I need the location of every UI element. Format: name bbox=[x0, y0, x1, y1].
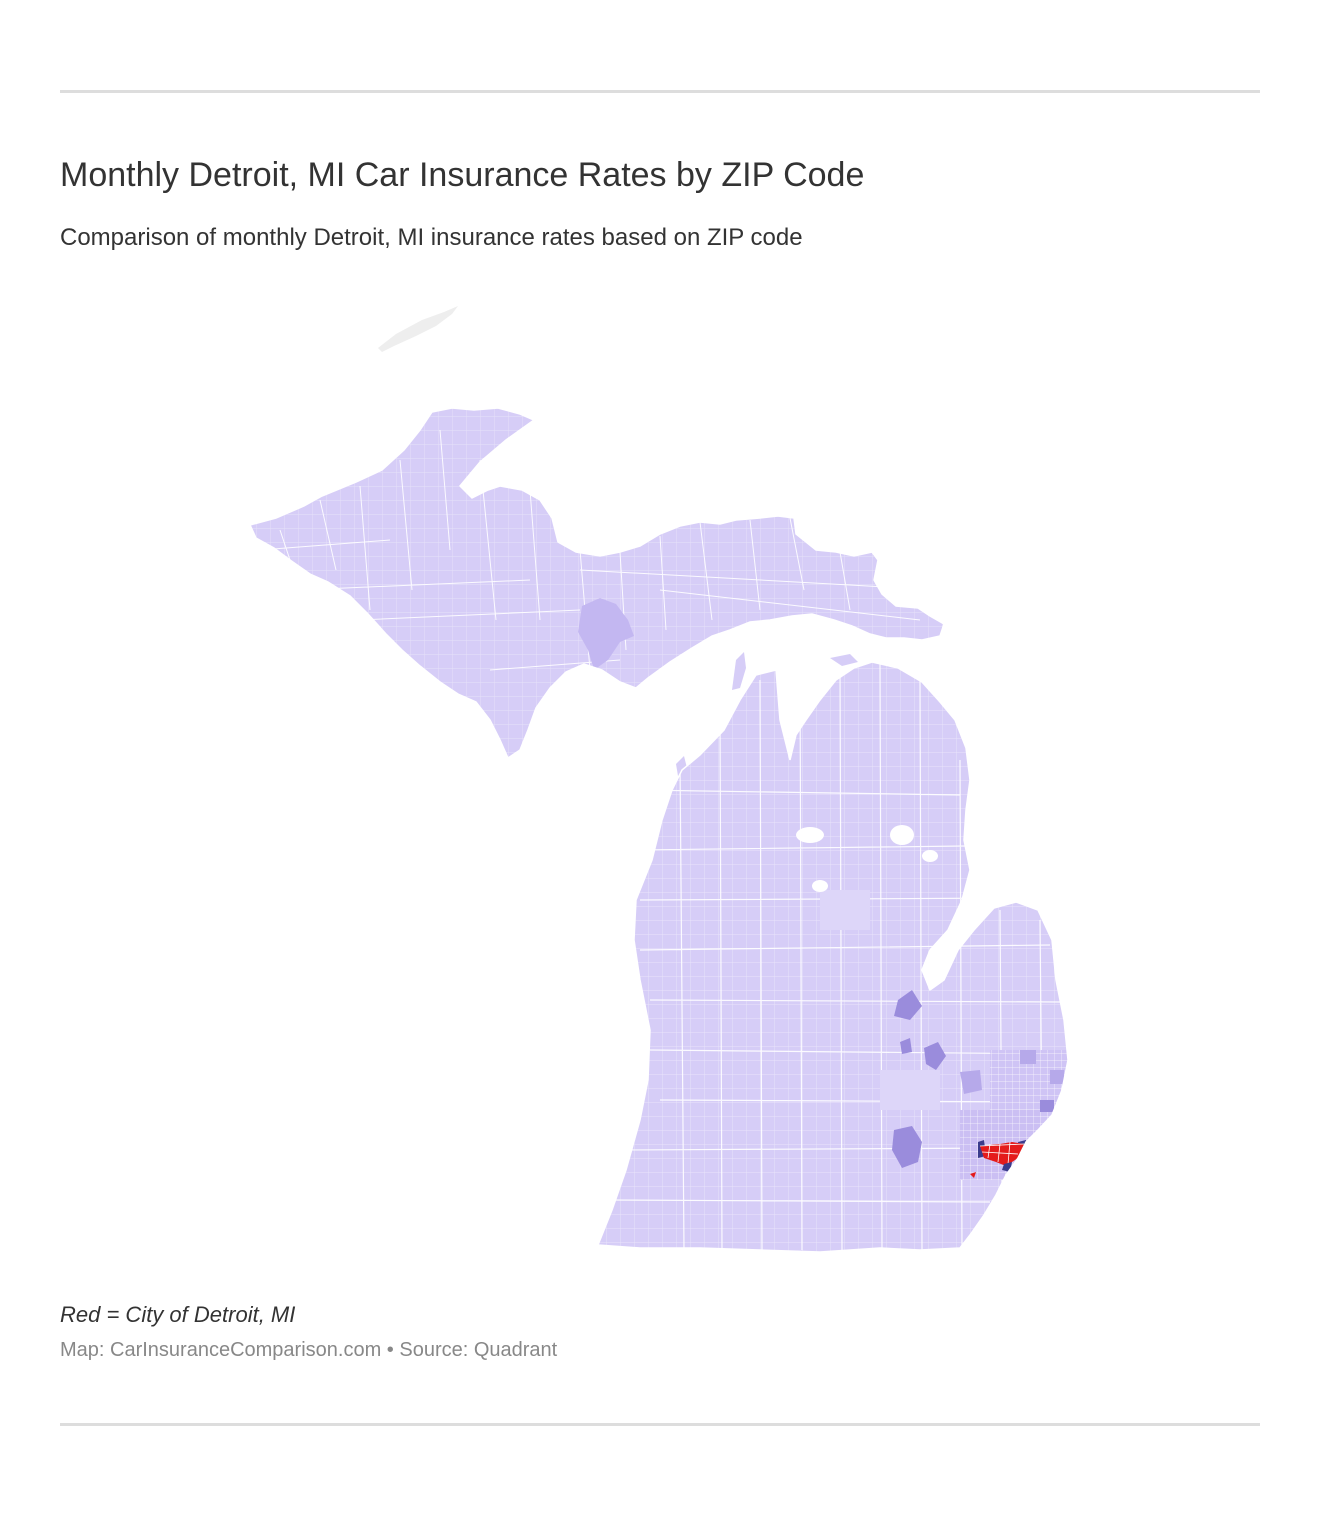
michigan-zip-map bbox=[60, 290, 1260, 1280]
map-legend-note: Red = City of Detroit, MI bbox=[60, 1302, 296, 1327]
map-svg bbox=[248, 306, 1069, 1253]
bois-blanc-island bbox=[830, 654, 858, 666]
top-divider bbox=[60, 90, 1260, 93]
beaver-island bbox=[732, 652, 746, 690]
bottom-divider bbox=[60, 1423, 1260, 1426]
map-source-credit: Map: CarInsuranceComparison.com • Source… bbox=[60, 1339, 558, 1361]
detroit-city-zips bbox=[980, 1142, 1024, 1166]
page-subtitle: Comparison of monthly Detroit, MI insura… bbox=[60, 224, 803, 251]
lower-peninsula bbox=[598, 662, 1068, 1252]
page-title: Monthly Detroit, MI Car Insurance Rates … bbox=[60, 156, 865, 194]
isle-royale bbox=[378, 306, 458, 352]
